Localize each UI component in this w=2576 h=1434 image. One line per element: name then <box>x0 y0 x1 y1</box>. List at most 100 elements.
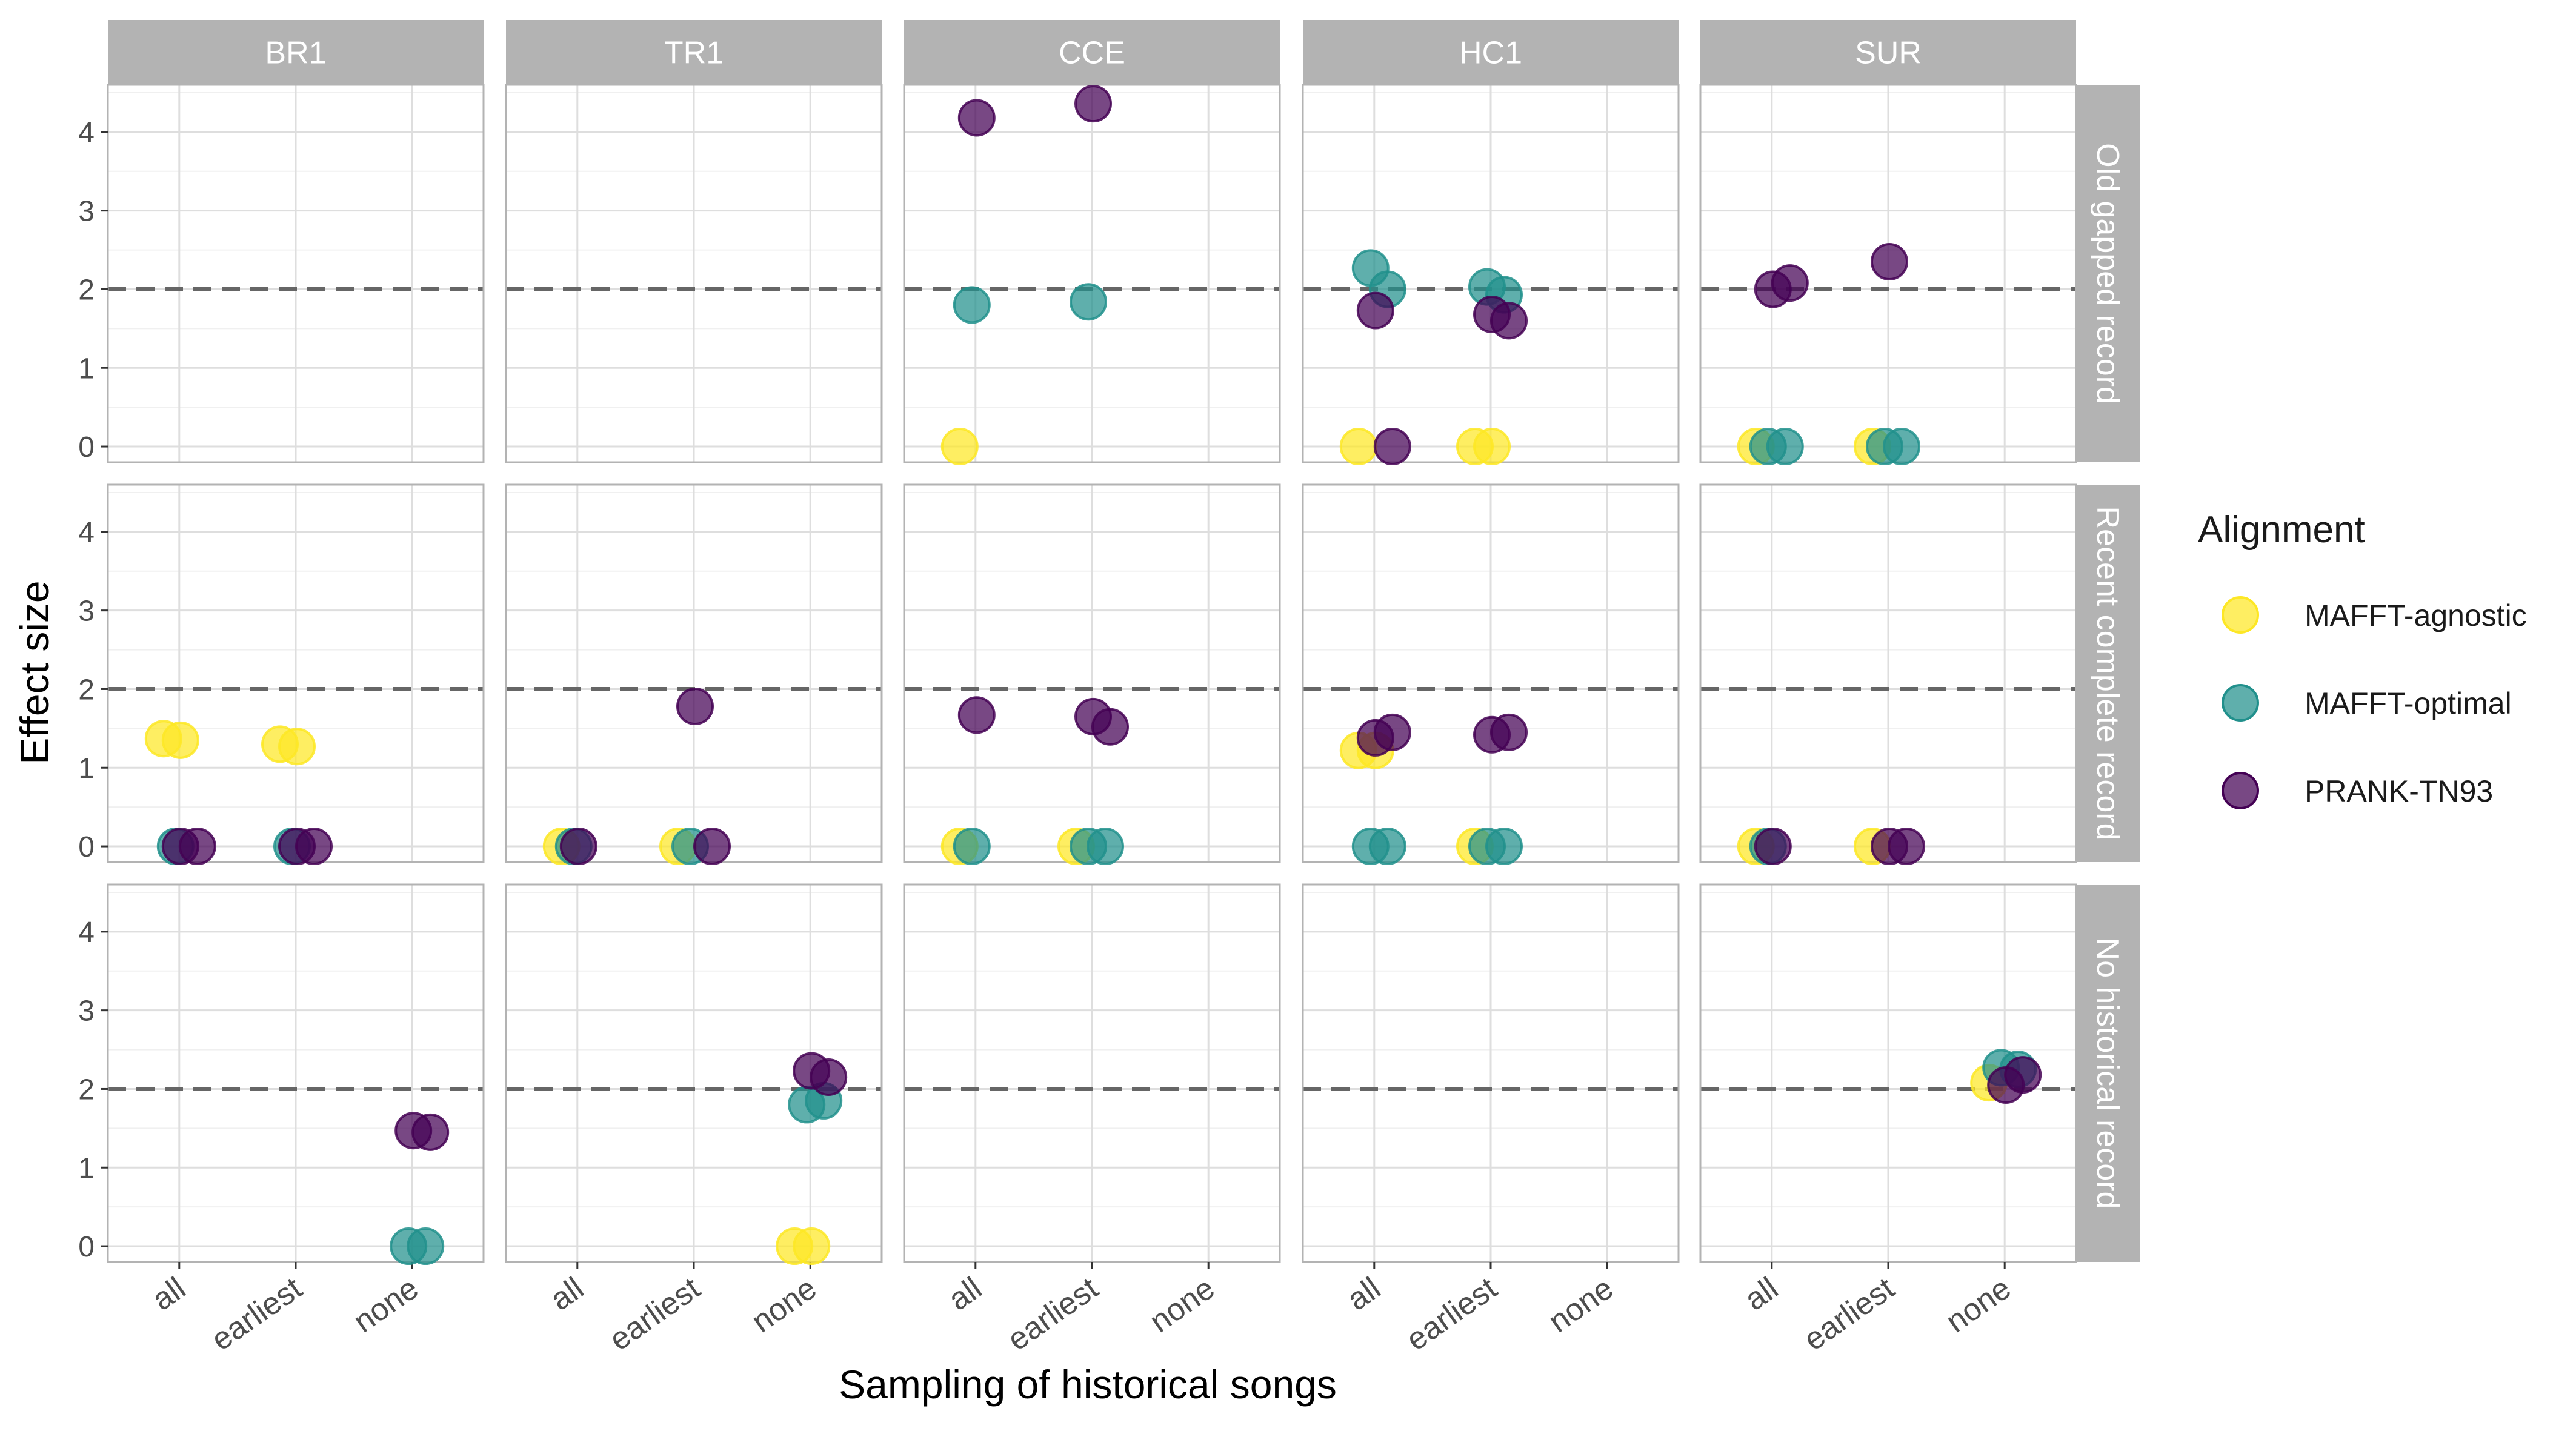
x-tick-label: none <box>1940 1270 2017 1339</box>
panel <box>1302 483 1680 863</box>
panel-layer <box>107 84 2077 1263</box>
x-tick-label: all <box>544 1270 590 1317</box>
panel <box>903 483 1281 863</box>
row-strip-label: Old gapped record <box>2090 143 2125 404</box>
y-tick-label: 0 <box>78 831 95 863</box>
legend-title: Alignment <box>2198 509 2365 551</box>
data-point <box>295 828 333 866</box>
column-strip-label: HC1 <box>1459 36 1522 71</box>
column-strip-label: TR1 <box>664 36 724 71</box>
legend-swatch <box>2222 596 2259 634</box>
y-tick-label: 2 <box>78 274 95 306</box>
legend: Alignment MAFFT-agnostic MAFFT-optimal PRA… <box>2198 509 2527 809</box>
data-point <box>940 428 979 466</box>
row-strip-label: No historical record <box>2090 938 2125 1209</box>
y-tick-label: 3 <box>78 995 95 1027</box>
data-point <box>957 99 996 137</box>
legend-label: MAFFT-agnostic <box>2305 599 2527 632</box>
data-point <box>793 1227 831 1266</box>
legend-label: PRANK-TN93 <box>2305 774 2493 808</box>
y-tick-label: 1 <box>78 353 95 385</box>
panel <box>505 483 883 863</box>
x-tick-label: none <box>347 1270 425 1339</box>
row-strip <box>2076 485 2140 862</box>
data-point <box>1888 828 1925 866</box>
y-tick-label: 0 <box>78 1231 95 1263</box>
column-strip-label: CCE <box>1059 36 1125 71</box>
y-tick-label: 4 <box>78 517 95 549</box>
data-point <box>1473 428 1511 466</box>
data-point <box>1373 428 1411 466</box>
y-tick-label: 0 <box>78 431 95 463</box>
panel <box>1699 483 2077 863</box>
data-point <box>1356 291 1394 330</box>
data-point <box>1091 708 1129 746</box>
x-tick-label: earliest <box>205 1270 308 1358</box>
y-tick-label: 3 <box>78 196 95 228</box>
y-tick-label: 2 <box>78 1074 95 1106</box>
column-strip-label: SUR <box>1855 36 1922 71</box>
panel <box>107 84 485 463</box>
x-tick-label: none <box>1143 1270 1221 1339</box>
x-tick-label: none <box>1542 1270 1620 1339</box>
data-point <box>1871 243 1908 281</box>
data-point <box>953 828 991 866</box>
panel <box>505 84 883 463</box>
data-point <box>407 1227 445 1266</box>
legend-label: MAFFT-optimal <box>2305 686 2512 720</box>
data-point <box>676 688 714 726</box>
y-tick-label: 3 <box>78 596 95 628</box>
x-tick-label: all <box>146 1270 192 1317</box>
data-point <box>953 286 991 324</box>
data-point <box>1368 828 1406 866</box>
column-strip <box>1303 20 1679 85</box>
x-tick-label: earliest <box>1001 1270 1105 1358</box>
y-axis-label: Effect size <box>12 580 57 764</box>
legend-swatch <box>2222 772 2259 809</box>
data-point <box>178 828 216 866</box>
x-tick-label: earliest <box>603 1270 707 1358</box>
column-strip <box>1700 20 2076 85</box>
data-point <box>1339 428 1377 466</box>
data-point <box>1754 828 1792 866</box>
y-tick-label: 2 <box>78 674 95 706</box>
points-layer <box>144 85 2042 1266</box>
panel <box>903 883 1281 1263</box>
y-tick-label: 1 <box>78 1152 95 1184</box>
data-point <box>161 721 199 759</box>
data-point <box>2004 1056 2042 1094</box>
data-point <box>1087 828 1124 866</box>
column-strip <box>506 20 882 85</box>
legend-swatch <box>2222 684 2259 722</box>
panel <box>107 883 485 1263</box>
data-point <box>1485 828 1523 866</box>
data-point <box>693 828 731 866</box>
data-point <box>957 696 996 734</box>
data-point <box>559 828 597 866</box>
column-strip-label: BR1 <box>265 36 326 71</box>
y-tick-label: 4 <box>78 117 95 149</box>
panel <box>107 483 485 863</box>
data-point <box>1771 264 1809 302</box>
x-tick-label: all <box>1341 1270 1387 1317</box>
data-point <box>1373 713 1411 751</box>
y-tick-label: 4 <box>78 917 95 949</box>
data-point <box>1883 428 1920 466</box>
data-point <box>1490 302 1528 340</box>
x-tick-label: earliest <box>1797 1270 1901 1358</box>
data-point <box>1074 85 1112 123</box>
x-tick-label: earliest <box>1400 1270 1503 1358</box>
strip-layer: BR1 TR1 CCE HC1 SUR Old gapped record Recent c… <box>108 20 2140 1262</box>
data-point <box>1070 283 1107 321</box>
column-strip <box>108 20 484 85</box>
column-strip <box>904 20 1280 85</box>
data-point <box>1766 428 1804 466</box>
row-strip <box>2076 885 2140 1262</box>
x-tick-label: none <box>745 1270 823 1339</box>
x-tick-label: all <box>1739 1270 1785 1317</box>
y-tick-label: 1 <box>78 752 95 785</box>
data-point <box>411 1113 450 1151</box>
data-point <box>278 728 316 766</box>
